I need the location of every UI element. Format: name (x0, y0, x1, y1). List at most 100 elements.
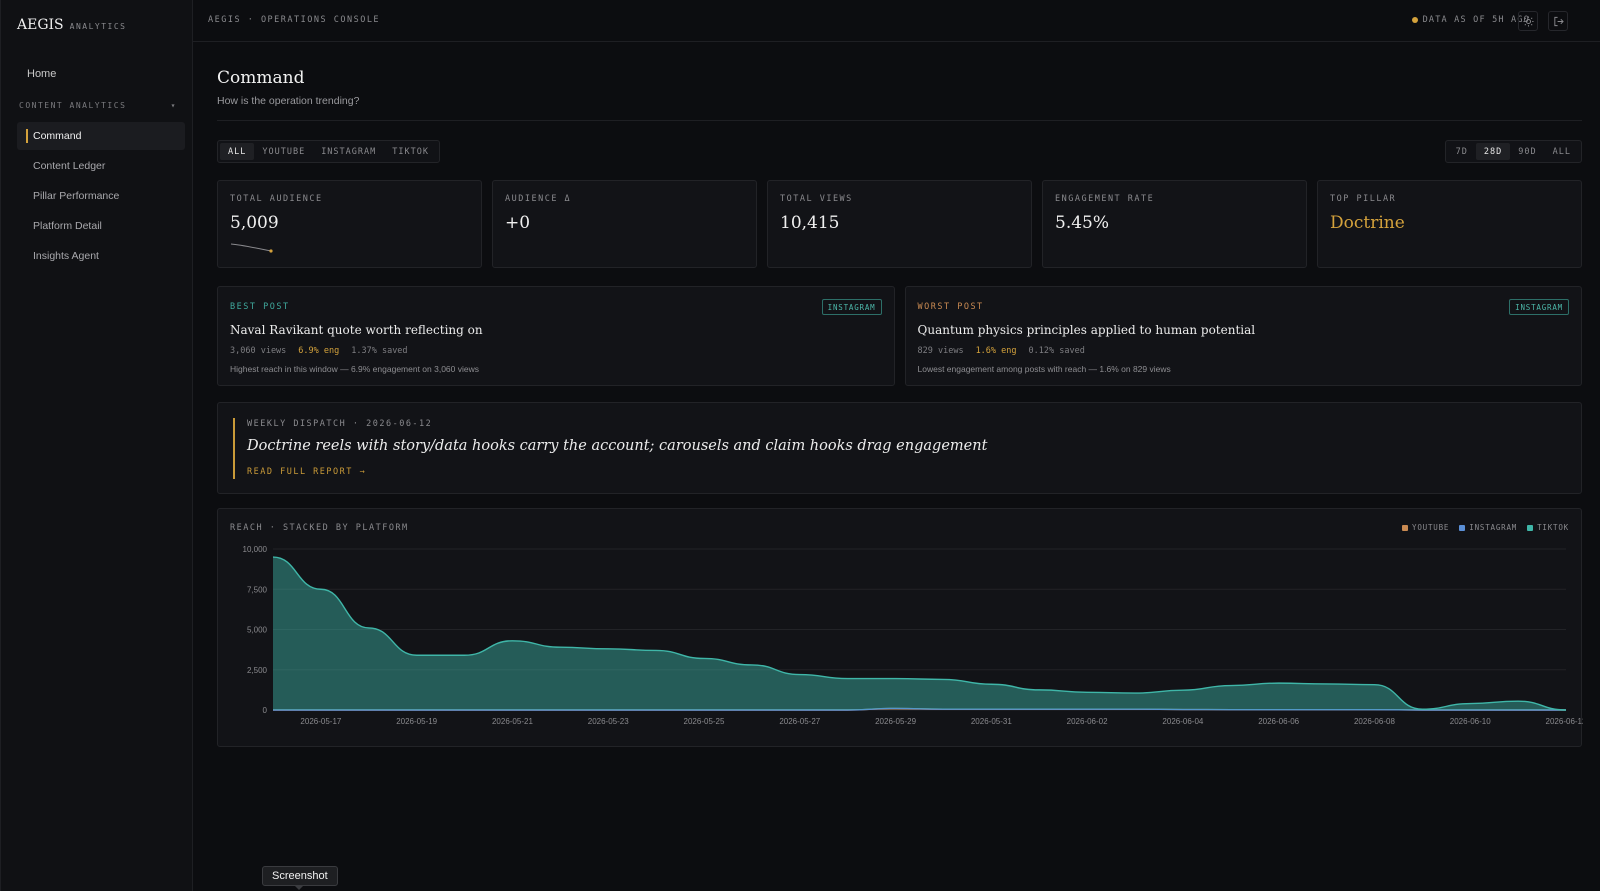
brand-sub: ANALYTICS (69, 22, 127, 31)
logout-icon (1553, 16, 1564, 26)
page-title: Command (217, 68, 305, 88)
sidebar-item-label: Insights Agent (33, 250, 99, 262)
read-full-report-link[interactable]: READ FULL REPORT → (247, 467, 367, 477)
sidebar-item-platform-detail[interactable]: Platform Detail (17, 212, 185, 240)
post-views: 3,060 views (230, 346, 287, 356)
nav-section-content-analytics[interactable]: CONTENT ANALYTICS ▾ (19, 101, 177, 110)
sun-icon (1522, 15, 1534, 27)
brand-logo[interactable]: AEGIS ANALYTICS (17, 17, 127, 33)
line-tiktok (272, 556, 1567, 711)
post-saved: 1.37% saved (351, 346, 408, 356)
sparkline-icon (230, 243, 273, 253)
best-post-title: Naval Ravikant quote worth reflecting on (230, 323, 483, 337)
brand-name: AEGIS (17, 17, 64, 33)
range-filter: 7D 28D 90D ALL (1444, 140, 1582, 163)
chart-title: REACH · STACKED BY PLATFORM (230, 523, 409, 533)
dispatch-label: WEEKLY DISPATCH · 2026-06-12 (247, 419, 433, 429)
x-tick-label: 2026-06-06 (1258, 717, 1299, 726)
best-post-label: BEST POST (230, 302, 290, 312)
y-tick-label: 0 (263, 706, 268, 715)
post-engagement: 1.6% eng (975, 346, 1017, 356)
x-tick-label: 2026-06-04 (1162, 717, 1203, 726)
kpi-total-views: TOTAL VIEWS 10,415 (767, 180, 1032, 268)
kpi-value: 5,009 (230, 213, 279, 233)
kpi-engagement-rate: ENGAGEMENT RATE 5.45% (1042, 180, 1307, 268)
nav-home[interactable]: Home (27, 68, 57, 80)
sidebar-item-command[interactable]: Command (17, 122, 185, 150)
worst-post-card[interactable]: WORST POST INSTAGRAM Quantum physics pri… (904, 286, 1582, 386)
x-tick-label: 2026-06-02 (1067, 717, 1108, 726)
post-views: 829 views (917, 346, 964, 356)
kpi-value: +0 (505, 213, 531, 233)
legend-item-tiktok: TIKTOK (1527, 523, 1569, 532)
kpi-label: AUDIENCE Δ (505, 194, 572, 204)
best-post-note: Highest reach in this window — 6.9% enga… (230, 364, 480, 374)
theme-toggle-button[interactable] (1518, 11, 1538, 31)
y-tick-label: 5,000 (247, 626, 268, 635)
worst-post-label: WORST POST (917, 302, 984, 312)
post-engagement: 6.9% eng (298, 346, 340, 356)
kpi-value: 10,415 (780, 213, 840, 233)
weekly-dispatch-card: WEEKLY DISPATCH · 2026-06-12 Doctrine re… (217, 402, 1582, 494)
kpi-value: 5.45% (1055, 213, 1110, 233)
kpi-top-pillar: TOP PILLAR Doctrine (1317, 180, 1582, 268)
sidebar-item-insights-agent[interactable]: Insights Agent (17, 242, 185, 270)
worst-post-note: Lowest engagement among posts with reach… (917, 364, 1171, 374)
y-tick-label: 2,500 (247, 666, 268, 675)
legend-label: YOUTUBE (1412, 523, 1450, 532)
x-tick-label: 2026-05-25 (684, 717, 725, 726)
sidebar-item-label: Platform Detail (33, 220, 102, 232)
legend-label: INSTAGRAM (1469, 523, 1518, 532)
nav-section-label: CONTENT ANALYTICS (19, 101, 127, 110)
sidebar-item-content-ledger[interactable]: Content Ledger (17, 152, 185, 180)
y-tick-label: 7,500 (247, 585, 268, 594)
platform-badge: INSTAGRAM (1509, 299, 1569, 315)
platform-filter-instagram[interactable]: INSTAGRAM (321, 146, 377, 157)
platform-filter-all[interactable]: ALL (220, 143, 255, 160)
legend-item-instagram: INSTAGRAM (1459, 523, 1517, 532)
dispatch-accent-bar (233, 418, 235, 479)
range-filter-90d[interactable]: 90D (1518, 146, 1537, 157)
x-tick-label: 2026-05-27 (779, 717, 820, 726)
kpi-label: TOTAL AUDIENCE (230, 194, 323, 204)
reach-chart[interactable]: 0 2,500 5,000 7,500 10,000 2026-05-17 2026-05-… (218, 509, 1583, 748)
best-post-card[interactable]: BEST POST INSTAGRAM Naval Ravikant quote… (217, 286, 895, 386)
data-freshness-label: DATA AS OF 5H AGO (1422, 15, 1530, 25)
sidebar: AEGIS ANALYTICS Home CONTENT ANALYTICS ▾… (0, 0, 193, 891)
x-tick-label: 2026-05-23 (588, 717, 629, 726)
best-post-stats: 3,060 views 6.9% eng 1.37% saved (230, 346, 408, 356)
nav-list: Command Content Ledger Pillar Performanc… (17, 122, 185, 272)
x-tick-label: 2026-05-31 (971, 717, 1012, 726)
kpi-audience-delta: AUDIENCE Δ +0 (492, 180, 757, 268)
range-filter-all[interactable]: ALL (1552, 146, 1571, 157)
topbar: AEGIS · OPERATIONS CONSOLE DATA AS OF 5H… (193, 0, 1600, 42)
range-filter-28d[interactable]: 28D (1475, 143, 1511, 160)
post-row: BEST POST INSTAGRAM Naval Ravikant quote… (217, 286, 1582, 386)
range-filter-7d[interactable]: 7D (1455, 146, 1468, 157)
kpi-label: TOP PILLAR (1330, 194, 1397, 204)
x-tick-label: 2026-05-19 (396, 717, 437, 726)
sidebar-item-pillar-performance[interactable]: Pillar Performance (17, 182, 185, 210)
x-tick-label: 2026-06-12 (1546, 717, 1583, 726)
status-dot-icon (1411, 17, 1418, 23)
screenshot-tooltip: Screenshot (262, 866, 338, 890)
logout-button[interactable] (1548, 11, 1568, 31)
area-tiktok (273, 557, 1566, 710)
line-instagram (273, 707, 1566, 711)
platform-badge: INSTAGRAM (821, 299, 882, 315)
platform-filter-youtube[interactable]: YOUTUBE (262, 146, 306, 157)
dispatch-headline: Doctrine reels with story/data hooks car… (247, 438, 988, 454)
kpi-label: ENGAGEMENT RATE (1055, 194, 1155, 204)
kpi-row: TOTAL AUDIENCE 5,009 AUDIENCE Δ +0 TOTAL… (217, 180, 1582, 268)
x-tick-label: 2026-06-08 (1354, 717, 1395, 726)
post-saved: 0.12% saved (1028, 346, 1085, 356)
header-divider (217, 120, 1582, 121)
sidebar-item-label: Pillar Performance (33, 190, 120, 202)
kpi-label: TOTAL VIEWS (780, 194, 853, 204)
platform-filter-tiktok[interactable]: TIKTOK (392, 146, 429, 157)
x-tick-label: 2026-05-21 (492, 717, 533, 726)
worst-post-title: Quantum physics principles applied to hu… (917, 323, 1256, 337)
page-subtitle: How is the operation trending? (217, 95, 360, 107)
sidebar-item-label: Command (33, 130, 82, 142)
kpi-value: Doctrine (1330, 213, 1405, 233)
